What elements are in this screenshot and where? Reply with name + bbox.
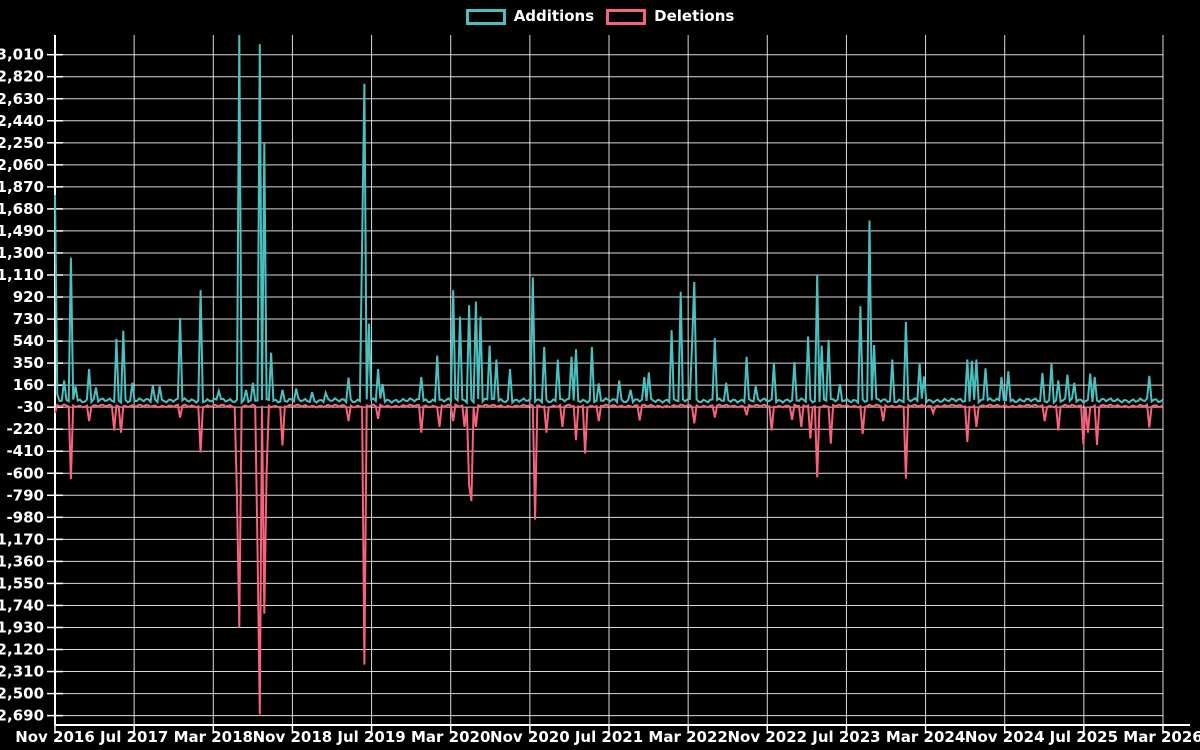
x-tick-label: Mar 2022 xyxy=(648,728,727,746)
y-tick-label: 350 xyxy=(13,354,44,372)
deletions-swatch-icon xyxy=(606,8,647,25)
y-tick-label: -2,310 xyxy=(0,663,44,681)
y-tick-label: 2,820 xyxy=(0,68,44,86)
y-tick-label: 2,440 xyxy=(0,112,44,130)
y-tick-label: -1,170 xyxy=(0,530,44,548)
deletions-line xyxy=(54,402,1164,715)
y-tick-label: 2,630 xyxy=(0,90,44,108)
y-tick-label: -1,930 xyxy=(0,618,44,636)
y-tick-label: -1,360 xyxy=(0,552,44,570)
additions-line xyxy=(54,34,1164,406)
x-tick-label: Jul 2021 xyxy=(574,728,643,746)
legend-item-additions[interactable]: Additions xyxy=(465,7,595,25)
y-tick-label: -410 xyxy=(6,442,44,460)
y-tick-label: -220 xyxy=(6,420,44,438)
y-tick-label: 730 xyxy=(13,310,44,328)
y-tick-label: 1,870 xyxy=(0,178,44,196)
x-tick-label: Nov 2016 xyxy=(15,728,95,746)
x-tick-label: Nov 2024 xyxy=(965,728,1045,746)
x-tick-label: Mar 2024 xyxy=(886,728,965,746)
legend-label-deletions: Deletions xyxy=(654,7,735,25)
legend-item-deletions[interactable]: Deletions xyxy=(606,8,734,25)
x-tick-label: Jul 2025 xyxy=(1049,728,1118,746)
y-tick-label: 160 xyxy=(13,376,44,394)
x-tick-label: Nov 2018 xyxy=(253,728,333,746)
y-tick-label: -1,740 xyxy=(0,596,44,614)
y-tick-label: 1,680 xyxy=(0,200,44,218)
y-tick-label: 3,010 xyxy=(0,46,44,64)
chart-legend: Additions Deletions xyxy=(0,8,1200,25)
y-tick-label: -2,500 xyxy=(0,685,44,703)
y-tick-label: 2,250 xyxy=(0,134,44,152)
x-tick-label: Mar 2018 xyxy=(174,728,253,746)
y-tick-label: -600 xyxy=(6,464,44,482)
x-tick-label: Jul 2017 xyxy=(99,728,168,746)
y-tick-label: -2,120 xyxy=(0,641,44,659)
x-tick-label: Mar 2026 xyxy=(1123,728,1200,746)
y-tick-label: 1,300 xyxy=(0,244,44,262)
x-tick-label: Mar 2020 xyxy=(411,728,490,746)
x-tick-label: Jul 2019 xyxy=(336,728,405,746)
y-tick-label: 1,490 xyxy=(0,222,44,240)
y-tick-label: 540 xyxy=(13,332,44,350)
y-tick-label: 2,060 xyxy=(0,156,44,174)
y-tick-label: -980 xyxy=(6,508,44,526)
legend-label-additions: Additions xyxy=(513,7,595,25)
additions-swatch-icon xyxy=(465,8,506,25)
y-tick-label: -1,550 xyxy=(0,574,44,592)
y-tick-label: 1,110 xyxy=(0,266,44,284)
y-tick-label: 920 xyxy=(13,288,44,306)
y-tick-label: -2,690 xyxy=(0,707,44,725)
x-tick-label: Jul 2023 xyxy=(811,728,880,746)
y-tick-label: -790 xyxy=(6,486,44,504)
y-tick-label: -30 xyxy=(17,398,44,416)
x-tick-label: Nov 2022 xyxy=(727,728,807,746)
x-tick-label: Nov 2020 xyxy=(490,728,570,746)
